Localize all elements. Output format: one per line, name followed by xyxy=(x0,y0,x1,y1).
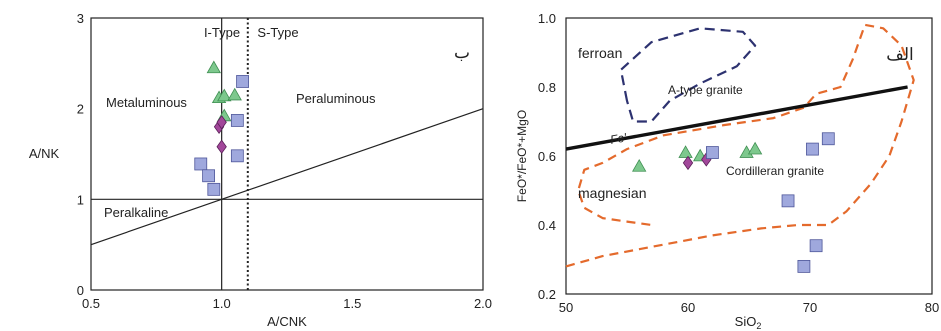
square-marker xyxy=(806,142,819,156)
diamond-marker xyxy=(682,155,694,171)
a-type-field-curve xyxy=(619,27,757,123)
square-marker xyxy=(207,182,221,196)
triangle-marker xyxy=(632,159,647,172)
s-type-label: S-Type xyxy=(257,25,298,40)
y-tick-label: 0.4 xyxy=(538,218,556,233)
right-y-axis-label: FeO*/FeO*+MgO xyxy=(515,110,529,202)
x-tick-label: 1.0 xyxy=(213,296,231,311)
square-marker xyxy=(809,239,823,253)
right-panel-letter: الف xyxy=(886,45,914,64)
y-tick-label: 0 xyxy=(77,283,84,298)
square-marker xyxy=(194,157,208,171)
square-marker xyxy=(202,169,216,183)
left-boundary-lines xyxy=(90,18,484,290)
right-field-curves xyxy=(565,23,915,268)
x-tick-label: 2.0 xyxy=(474,296,492,311)
triangle-marker xyxy=(678,145,693,158)
left-y-tick-labels: 0 1 2 3 xyxy=(77,11,84,298)
y-tick-label: 0.6 xyxy=(538,149,556,164)
left-chart-panel: 0.5 1.0 1.5 2.0 0 1 2 3 A/CNK A/NK I-Type S-Ty… xyxy=(29,11,492,329)
y-tick-label: 0.8 xyxy=(538,80,556,95)
left-data-marks xyxy=(194,60,249,196)
y-tick-label: 3 xyxy=(77,11,84,26)
right-chart-panel: 50 60 70 80 0.2 0.4 0.6 0.8 1.0 SiO2 FeO*/FeO*+… xyxy=(515,11,939,331)
peraluminous-diagonal-line xyxy=(90,108,484,246)
right-x-tick-labels: 50 60 70 80 xyxy=(559,300,939,315)
metaluminous-label: Metaluminous xyxy=(106,95,187,110)
a-type-granite-label: A-type granite xyxy=(668,83,743,97)
square-marker xyxy=(821,132,835,146)
x-tick-label: 1.5 xyxy=(343,296,361,311)
cordilleran-field-curve xyxy=(565,23,915,268)
square-marker xyxy=(230,149,244,163)
diamond-marker xyxy=(216,115,227,130)
right-plot-frame xyxy=(565,17,933,295)
x-tick-label: 80 xyxy=(925,300,939,315)
square-marker xyxy=(781,194,795,208)
ferroan-label: ferroan xyxy=(578,45,622,61)
square-marker xyxy=(706,146,719,159)
y-tick-label: 1.0 xyxy=(538,11,556,26)
right-x-axis-label: SiO2 xyxy=(735,314,762,331)
peraluminous-label: Peraluminous xyxy=(296,91,376,106)
y-tick-label: 0.2 xyxy=(538,287,556,302)
ferroan-magnesian-boundary-line xyxy=(565,85,908,151)
square-marker xyxy=(230,114,244,127)
left-plot-frame xyxy=(90,17,484,291)
square-marker xyxy=(236,75,249,88)
y-tick-label: 1 xyxy=(77,192,84,207)
right-y-tick-labels: 0.2 0.4 0.6 0.8 1.0 xyxy=(538,11,556,302)
x-tick-label: 0.5 xyxy=(82,296,100,311)
triangle-marker xyxy=(747,141,763,155)
x-tick-label: 50 xyxy=(559,300,573,315)
left-x-axis-label: A/CNK xyxy=(267,314,307,329)
diamond-marker xyxy=(216,139,227,154)
triangle-marker xyxy=(206,60,222,74)
i-type-label: I-Type xyxy=(204,25,240,40)
triangle-marker xyxy=(217,88,232,102)
magnesian-label: magnesian xyxy=(578,185,647,201)
right-data-marks xyxy=(632,132,835,273)
left-y-axis-label: A/NK xyxy=(29,146,60,161)
cordilleran-granite-label: Cordilleran granite xyxy=(726,164,824,178)
triangle-marker xyxy=(227,87,242,101)
peralkaline-label: Peralkaline xyxy=(104,205,168,220)
x-tick-label: 60 xyxy=(681,300,695,315)
left-x-tick-labels: 0.5 1.0 1.5 2.0 xyxy=(82,296,492,311)
fe-line-label: Fe' xyxy=(609,130,628,147)
x-tick-label: 70 xyxy=(803,300,817,315)
left-panel-letter: ب xyxy=(454,43,470,62)
y-tick-label: 2 xyxy=(77,102,84,117)
square-marker xyxy=(797,259,811,273)
